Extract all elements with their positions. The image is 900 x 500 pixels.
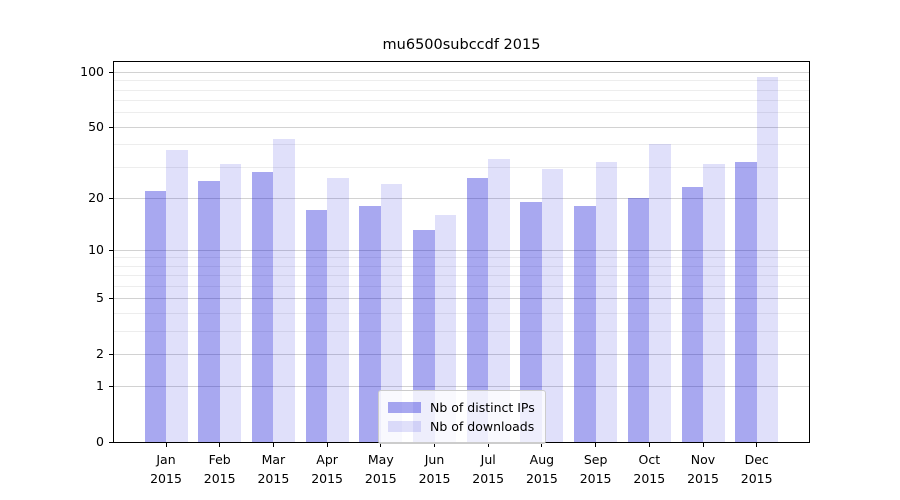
x-axis-tick-mark-apr	[326, 443, 328, 447]
x-axis-tick-label-dec: Dec 2015	[740, 452, 773, 486]
bar-nb-of-downloads-aug	[541, 169, 564, 442]
gridline-minor-80	[114, 89, 809, 91]
y-axis-tick-mark-10	[109, 249, 113, 251]
x-axis-tick-mark-feb	[219, 443, 221, 447]
legend: Nb of distinct IPs Nb of downloads	[378, 390, 546, 444]
gridline-minor-90	[114, 80, 809, 82]
gridline-major-5	[114, 298, 809, 300]
gridline-minor-9	[114, 257, 809, 259]
x-axis-tick-label-jul: Jul 2015	[472, 452, 505, 486]
legend-label-downloads: Nb of downloads	[430, 419, 535, 434]
bar-nb-of-distinct-ips-sep	[574, 205, 596, 442]
y-axis-tick-label-50: 50	[88, 118, 104, 134]
bar-nb-of-downloads-mar	[273, 138, 295, 442]
gridline-minor-6	[114, 286, 809, 287]
gridline-minor-30	[114, 166, 809, 168]
bar-nb-of-downloads-jan	[166, 150, 188, 442]
bar-nb-of-downloads-may	[380, 183, 403, 442]
x-axis-tick-label-oct: Oct 2015	[633, 452, 666, 486]
gridline-minor-3	[114, 330, 809, 332]
y-axis-tick-mark-100	[109, 72, 113, 73]
x-axis-tick-mark-dec	[756, 443, 758, 447]
y-axis-tick-label-1: 1	[96, 378, 104, 394]
bar-nb-of-downloads-nov	[703, 164, 725, 442]
x-axis-tick-label-jan: Jan 2015	[150, 452, 182, 486]
bar-nb-of-distinct-ips-feb	[198, 180, 220, 442]
x-axis-tick-label-aug: Aug 2015	[525, 452, 558, 486]
x-axis-tick-label-feb: Feb 2015	[203, 452, 236, 486]
x-axis-tick-mark-jul	[487, 443, 489, 447]
bar-nb-of-downloads-jun	[434, 214, 456, 442]
plot-area	[113, 61, 810, 443]
y-axis-tick-label-0: 0	[96, 434, 104, 449]
x-axis-tick-label-may: May 2015	[364, 452, 397, 486]
y-axis-tick-label-2: 2	[96, 345, 104, 361]
y-axis-tick-label-5: 5	[96, 290, 104, 306]
bar-nb-of-distinct-ips-jun	[413, 230, 435, 442]
bar-nb-of-downloads-jul	[488, 159, 510, 442]
bar-nb-of-downloads-apr	[327, 177, 349, 442]
bar-nb-of-distinct-ips-jul	[466, 177, 489, 442]
legend-swatch-distinct-ips	[388, 402, 421, 413]
x-axis-tick-mark-oct	[648, 443, 650, 447]
x-axis-tick-label-nov: Nov 2015	[687, 452, 719, 486]
y-axis-tick-mark-1	[109, 386, 113, 388]
bar-nb-of-distinct-ips-apr	[305, 210, 328, 442]
bar-nb-of-downloads-feb	[219, 164, 242, 442]
legend-row-distinct-ips: Nb of distinct IPs	[388, 399, 535, 416]
y-axis-tick-label-20: 20	[88, 189, 104, 205]
gridline-major-2	[114, 353, 809, 355]
bar-nb-of-distinct-ips-dec	[735, 161, 757, 442]
gridline-major-10	[114, 249, 809, 251]
gridline-major-20	[114, 197, 809, 199]
legend-label-distinct-ips: Nb of distinct IPs	[430, 400, 535, 415]
y-axis-tick-mark-2	[109, 353, 113, 355]
legend-swatch-downloads	[388, 421, 421, 432]
gridline-major-100	[114, 72, 809, 73]
gridline-minor-8	[114, 265, 809, 267]
y-axis-tick-mark-5	[109, 298, 113, 300]
bar-nb-of-distinct-ips-may	[359, 205, 381, 442]
bar-nb-of-distinct-ips-nov	[681, 187, 703, 442]
y-axis-tick-label-10: 10	[88, 241, 104, 257]
legend-row-downloads: Nb of downloads	[388, 418, 535, 435]
y-axis-tick-mark-0	[109, 442, 113, 443]
x-axis-tick-mark-jun	[434, 443, 435, 447]
gridline-minor-4	[114, 313, 809, 314]
chart-title: mu6500subccdf 2015	[382, 37, 541, 53]
gridline-minor-60	[114, 112, 809, 114]
bar-nb-of-distinct-ips-aug	[520, 201, 542, 442]
x-axis-tick-mark-aug	[541, 443, 543, 447]
bar-nb-of-distinct-ips-jan	[144, 190, 166, 442]
x-axis-tick-mark-nov	[702, 443, 704, 447]
bar-nb-of-downloads-oct	[649, 144, 671, 442]
x-axis-tick-label-jun: Jun 2015	[418, 452, 451, 486]
bar-nb-of-downloads-dec	[756, 76, 779, 442]
x-axis-tick-mark-sep	[595, 443, 597, 447]
x-axis-tick-label-sep: Sep 2015	[579, 452, 612, 486]
y-axis-tick-mark-20	[109, 197, 113, 199]
gridline-minor-70	[114, 100, 809, 102]
x-axis-tick-mark-mar	[272, 443, 274, 447]
gridline-major-1	[114, 386, 809, 388]
bar-nb-of-distinct-ips-oct	[627, 197, 650, 442]
bar-nb-of-downloads-sep	[595, 161, 618, 442]
x-axis-tick-label-mar: Mar 2015	[257, 452, 290, 486]
gridline-minor-7	[114, 275, 809, 277]
gridline-minor-40	[114, 144, 809, 146]
x-axis-tick-mark-jan	[165, 443, 167, 447]
x-axis-tick-mark-may	[380, 443, 382, 447]
gridline-major-50	[114, 126, 809, 128]
x-axis-tick-label-apr: Apr 2015	[311, 452, 343, 486]
y-axis-tick-mark-50	[109, 126, 113, 128]
bar-nb-of-distinct-ips-mar	[251, 172, 274, 442]
y-axis-tick-label-100: 100	[80, 64, 104, 79]
